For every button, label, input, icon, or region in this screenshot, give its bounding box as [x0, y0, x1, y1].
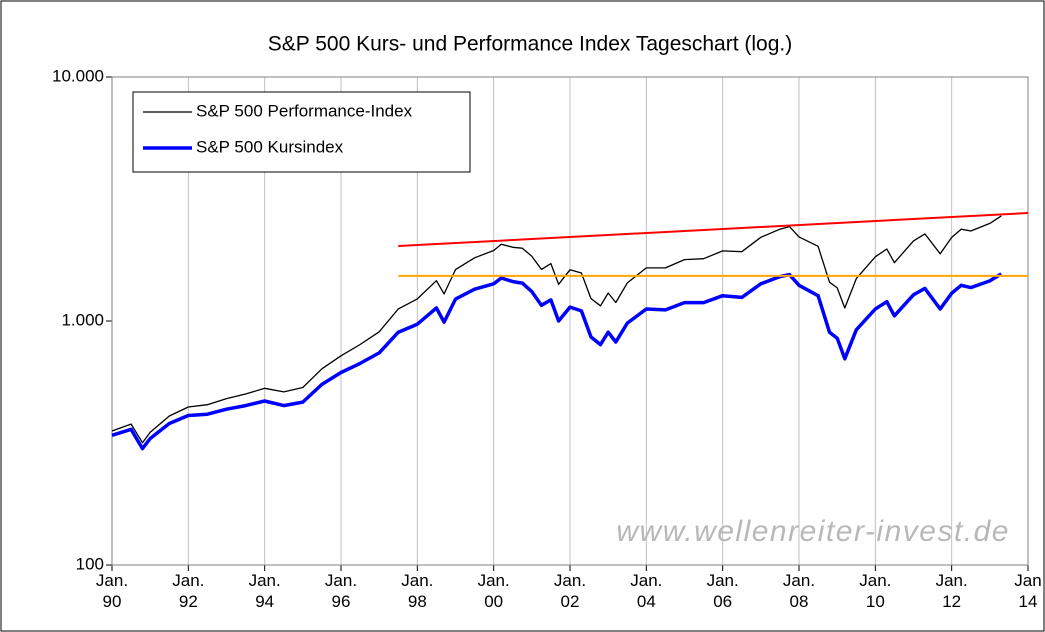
x-tick-label: Jan. 02: [553, 571, 587, 611]
x-tick-label: Jan. 98: [401, 571, 434, 611]
legend-box: [132, 91, 471, 173]
watermark: www.wellenreiter-invest.de: [616, 515, 1010, 548]
legend-label: S&P 500 Performance-Index: [196, 101, 413, 120]
legend-label: S&P 500 Kursindex: [196, 137, 344, 156]
y-tick-label: 100: [76, 554, 104, 573]
y-tick-label: 10.000: [52, 66, 104, 85]
y-tick-label: 1.000: [61, 310, 104, 329]
series-line: [111, 215, 1002, 444]
x-tick-label: Jan 14: [1014, 571, 1042, 611]
x-tick-label: Jan. 12: [935, 571, 968, 611]
x-tick-label: Jan. 90: [95, 571, 129, 611]
x-tick-label: Jan. 06: [706, 571, 739, 611]
x-tick-label: Jan. 92: [172, 571, 205, 611]
x-tick-label: Jan. 96: [324, 571, 358, 611]
chart-title: S&P 500 Kurs- und Performance Index Tage…: [268, 33, 793, 56]
x-tick-label: Jan. 94: [248, 571, 281, 611]
x-tick-label: Jan. 10: [859, 571, 892, 611]
series-line: [111, 272, 1003, 451]
x-tick-label: Jan. 00: [477, 571, 510, 611]
trend-line: [398, 212, 1029, 247]
x-tick-label: Jan. 08: [782, 571, 816, 611]
x-tick-label: Jan. 04: [630, 571, 663, 611]
plot-border: [111, 76, 1029, 566]
